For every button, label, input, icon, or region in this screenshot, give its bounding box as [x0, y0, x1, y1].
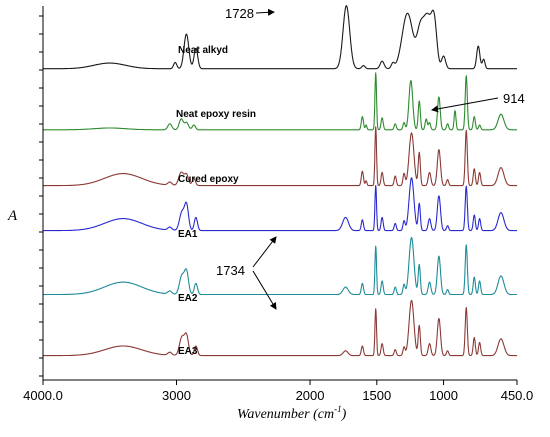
x-tick-label: 3000	[162, 388, 191, 403]
y-axis-title: A	[7, 208, 18, 224]
series-label-neat-epoxy-resin: Neat epoxy resin	[176, 109, 256, 120]
x-tick-label: 4000.0	[23, 388, 63, 403]
annotation-arrow	[255, 8, 275, 16]
spectrum-ea2	[42, 236, 518, 296]
x-tick-label: 450.0	[501, 388, 534, 403]
series-label-neat-alkyd: Neat alkyd	[178, 45, 228, 56]
peak-annotations: 1728 914 1734	[216, 6, 525, 310]
x-tick-label: 2000	[296, 388, 325, 403]
x-axis-title: Wavenumber (cm-1)	[237, 404, 347, 422]
annotation-label-1728: 1728	[225, 6, 254, 21]
x-tick-label: 1500	[362, 388, 391, 403]
annotation-arrow	[252, 236, 277, 268]
annotation-arrow	[431, 97, 499, 113]
series-label-ea3: EA3	[178, 346, 198, 357]
x-axis-ticks: 4000.0 3000 2000 1500 1000 450.0	[23, 380, 533, 403]
annotation-arrow	[252, 270, 277, 310]
x-axis-title-sup: -1	[334, 404, 342, 414]
series-label-ea1: EA1	[178, 229, 198, 240]
spectrum-neat-alkyd	[42, 5, 518, 70]
spectrum-ea1	[42, 177, 518, 232]
spectra-traces	[42, 5, 518, 357]
annotation-label-1734: 1734	[216, 263, 245, 278]
series-label-cured-epoxy: Cured epoxy	[178, 174, 239, 185]
x-tick-label: 1000	[429, 388, 458, 403]
spectrum-cured-epoxy	[42, 126, 518, 187]
spectrum-neat-epoxy-resin	[42, 72, 518, 131]
series-label-ea2: EA2	[178, 293, 198, 304]
series-labels: Neat alkyd Neat epoxy resin Cured epoxy EA1…	[176, 45, 256, 357]
x-axis-title-close: )	[341, 407, 347, 422]
axes: 4000.0 3000 2000 1500 1000 450.0	[23, 6, 533, 403]
x-axis-title-main: Wavenumber (cm	[237, 407, 334, 422]
spectrum-ea3	[42, 299, 518, 357]
y-axis-ticks	[39, 15, 43, 377]
annotation-label-914: 914	[503, 91, 525, 106]
